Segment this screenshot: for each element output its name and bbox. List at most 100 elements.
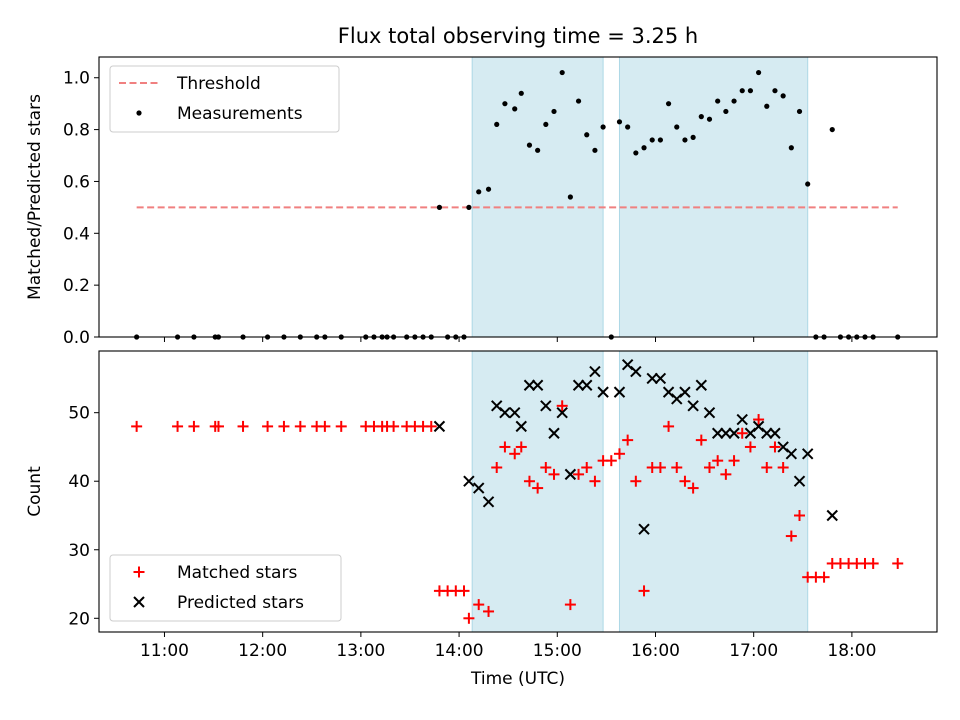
matched-star-point (654, 462, 666, 474)
axes-frame (98, 56, 938, 338)
matched-star-point (581, 462, 593, 474)
predicted-star-point (703, 406, 716, 419)
measurement-point (436, 204, 443, 210)
y-tick-label: 0.0 (63, 328, 90, 348)
matched-star-point (425, 420, 437, 432)
matched-star-point (335, 420, 347, 432)
top-panel: 0.0 0.2 0.4 0.6 0.8 1.0 Flux total observing t… (25, 24, 938, 348)
predicted-star-point (473, 482, 485, 494)
matched-star-point (785, 530, 797, 542)
predicted-star-point (695, 379, 708, 391)
matched-star-point (212, 420, 224, 432)
measurement-point (535, 147, 541, 153)
matched-star-point (509, 448, 521, 460)
predicted-star-point (720, 427, 732, 439)
predicted-star-point (531, 379, 544, 391)
predicted-star-point (613, 386, 626, 398)
legend-label: Matched stars (177, 563, 297, 583)
matched-star-point (728, 455, 740, 467)
predicted-star-point (482, 496, 495, 508)
predicted-star-point (785, 448, 798, 460)
legend-matched-swatch (133, 566, 145, 578)
matched-star-point (613, 448, 625, 460)
measurement-point (739, 88, 745, 94)
measurement-point (616, 119, 623, 125)
predicted-star-point (761, 427, 773, 439)
measurement-point (518, 90, 524, 96)
measurement-point (690, 134, 696, 140)
measurement-point (485, 186, 492, 192)
matched-star-point (761, 462, 773, 474)
predicted-star-point (564, 468, 577, 481)
measurement-point (780, 93, 786, 99)
matched-star-point (294, 420, 306, 432)
legend: Threshold Measurements (109, 65, 340, 133)
measurement-point (559, 69, 565, 76)
measurement-point (512, 106, 518, 112)
measurement-point (551, 108, 557, 115)
predicted-star-point (572, 379, 585, 391)
matched-star-point (523, 475, 535, 487)
measurement-point (625, 124, 631, 130)
matched-star-point (892, 557, 904, 569)
measurement-point (764, 103, 770, 109)
predicted-star-point (711, 427, 724, 439)
matched-star-point (491, 462, 503, 474)
predicted-star-point (548, 427, 560, 439)
matched-star-point (483, 605, 495, 617)
matched-star-point (703, 462, 715, 474)
measurement-point (665, 101, 672, 107)
x-tick-label: 13:00 (336, 641, 385, 661)
matched-star-point (463, 612, 475, 624)
matched-star-point (867, 557, 879, 569)
matched-star-point (736, 427, 748, 439)
y-axis-label: Count (25, 466, 45, 517)
predicted-star-point (654, 372, 667, 385)
legend: Matched stars Predicted stars (109, 554, 342, 622)
matched-star-point (458, 585, 470, 597)
x-tick-label: 15:00 (533, 641, 582, 661)
matched-star-point (573, 468, 585, 480)
measurement-point (543, 121, 549, 128)
measurement-point (682, 137, 688, 143)
matched-star-point (278, 420, 290, 432)
measurement-point (657, 137, 663, 143)
measurement-point (633, 150, 639, 156)
legend-label: Predicted stars (177, 593, 304, 613)
predicted-star-point (463, 475, 475, 487)
measurement-point (796, 108, 803, 115)
chart-title: Flux total observing time = 3.25 h (338, 24, 698, 48)
legend-label: Threshold (176, 74, 261, 94)
predicted-star-point (728, 427, 740, 439)
measurement-point (567, 194, 573, 200)
matched-star-point (532, 482, 544, 494)
predicted-star-point (509, 406, 521, 419)
y-axis-label: Matched/Predicted stars (25, 94, 45, 300)
predicted-star-point (433, 420, 446, 433)
legend-box (109, 65, 340, 133)
predicted-star-point (540, 400, 552, 412)
matched-star-point (172, 420, 184, 432)
measurement-point (466, 204, 472, 210)
predicted-star-point (581, 379, 593, 391)
y-tick-label: 20 (68, 609, 90, 629)
y-tick-label: 0.4 (63, 224, 90, 244)
measurement-point (600, 124, 606, 130)
predicted-star-point (638, 523, 650, 535)
measurement-point (526, 142, 533, 148)
matched-star-point (556, 400, 568, 412)
x-tick-label: 12:00 (238, 641, 287, 661)
measurement-point (502, 101, 508, 107)
predicted-star-point (687, 400, 699, 412)
matched-star-point (687, 482, 699, 494)
matched-star-point (777, 462, 789, 474)
predicted-star-point (769, 427, 781, 439)
legend-predicted-swatch (133, 596, 145, 608)
y-tick-label: 0.6 (63, 172, 90, 192)
measurement-point (805, 181, 811, 187)
x-axis-label: Time (UTC) (470, 669, 565, 689)
matched-star-point (540, 462, 552, 474)
matched-star-point (589, 475, 601, 487)
measurement-point (592, 147, 598, 153)
x-tick-label: 16:00 (631, 641, 680, 661)
